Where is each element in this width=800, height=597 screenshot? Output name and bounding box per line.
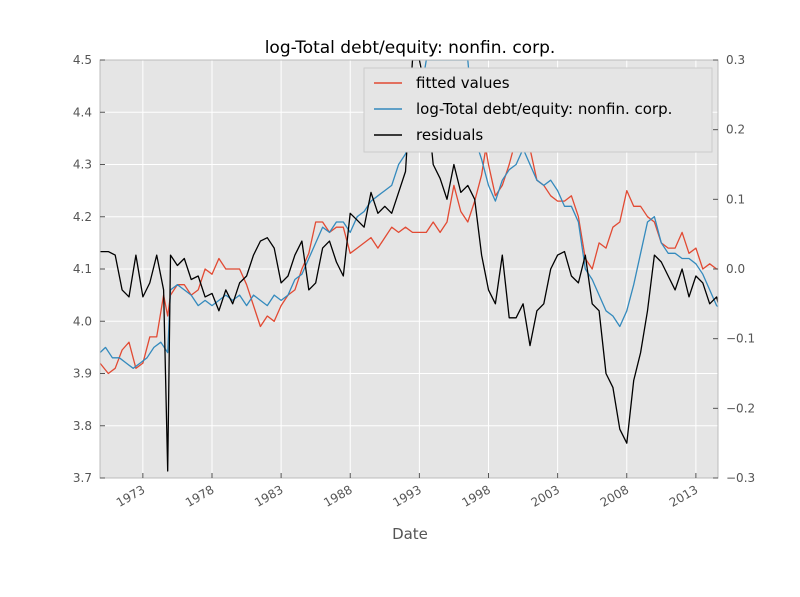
x-tick-label: 2008: [598, 482, 631, 509]
legend: fitted values log-Total debt/equity: nonf…: [363, 67, 713, 153]
y-tick-label: 4.4: [73, 105, 92, 119]
y-tick-label: 3.8: [73, 419, 92, 433]
x-tick-label: 1998: [460, 482, 493, 509]
x-tick-label: 2013: [667, 482, 700, 509]
x-tick-label: 1983: [252, 482, 285, 509]
series-lines: [100, 60, 718, 472]
y-tick-label: 4.5: [73, 53, 92, 67]
y-tick-label: 4.3: [73, 158, 92, 172]
x-axis-label: Date: [392, 525, 428, 543]
y-tick-label: 3.9: [73, 367, 92, 381]
x-tick-label: 1993: [390, 482, 423, 509]
y-right-tick-label: −0.3: [726, 471, 755, 485]
x-tick-label: 1973: [114, 482, 147, 509]
series-line: [100, 60, 718, 369]
y-tick-label: 4.2: [73, 210, 92, 224]
series-line: [100, 148, 718, 375]
y-right-tick-label: 0.3: [726, 53, 745, 67]
y-tick-label: 4.1: [73, 262, 92, 276]
legend-label: residuals: [416, 126, 483, 144]
y-right-tick-label: 0.1: [726, 192, 745, 206]
y-right-tick-label: 0.0: [726, 262, 745, 276]
x-tick-label: 2003: [529, 482, 562, 509]
x-tick-label: 1988: [321, 482, 354, 509]
y-right-tick-label: 0.2: [726, 123, 745, 137]
y-right-tick-label: −0.2: [726, 401, 755, 415]
legend-label: log-Total debt/equity: nonfin. corp.: [416, 100, 672, 118]
legend-box: [363, 67, 713, 153]
y-tick-label: 3.7: [73, 471, 92, 485]
legend-label: fitted values: [416, 74, 510, 92]
series-line: [100, 60, 718, 472]
x-tick-label: 1978: [183, 482, 216, 509]
y-tick-label: 4.0: [73, 314, 92, 328]
chart-title: log-Total debt/equity: nonfin. corp.: [265, 38, 556, 58]
y-right-tick-label: −0.1: [726, 332, 755, 346]
